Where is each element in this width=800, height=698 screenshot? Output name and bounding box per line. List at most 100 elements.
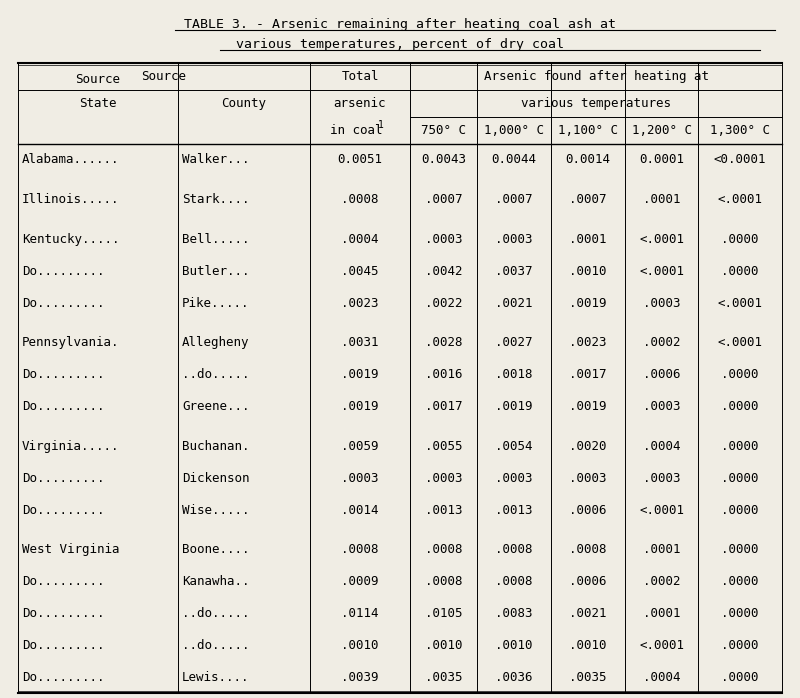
Text: .0017: .0017 (570, 369, 606, 381)
Text: Illinois.....: Illinois..... (22, 193, 119, 206)
Text: .0003: .0003 (642, 297, 680, 310)
Text: Boone....: Boone.... (182, 543, 250, 556)
Text: .0022: .0022 (425, 297, 462, 310)
Text: Do.........: Do......... (22, 503, 105, 517)
Text: <0.0001: <0.0001 (714, 154, 766, 166)
Text: .0105: .0105 (425, 607, 462, 620)
Text: .0045: .0045 (342, 265, 378, 278)
Text: .0003: .0003 (642, 400, 680, 413)
Text: .0000: .0000 (722, 440, 758, 453)
Text: .0007: .0007 (425, 193, 462, 206)
Text: Source: Source (75, 73, 121, 86)
Text: .0006: .0006 (642, 369, 680, 381)
Text: .0008: .0008 (342, 543, 378, 556)
Text: .0008: .0008 (495, 543, 533, 556)
Text: .0000: .0000 (722, 671, 758, 683)
Text: 1,000° C: 1,000° C (484, 124, 544, 137)
Text: .0013: .0013 (495, 503, 533, 517)
Text: .0000: .0000 (722, 472, 758, 484)
Text: Alabama......: Alabama...... (22, 154, 119, 166)
Text: .0019: .0019 (342, 369, 378, 381)
Text: .0003: .0003 (425, 233, 462, 246)
Text: .0001: .0001 (642, 543, 680, 556)
Text: .0013: .0013 (425, 503, 462, 517)
Text: Stark....: Stark.... (182, 193, 250, 206)
Text: .0003: .0003 (425, 472, 462, 484)
Text: .0023: .0023 (342, 297, 378, 310)
Text: in coal: in coal (330, 124, 382, 137)
Text: ..do.....: ..do..... (182, 607, 250, 620)
Text: .0000: .0000 (722, 543, 758, 556)
Text: various temperatures: various temperatures (521, 97, 671, 110)
Text: County: County (222, 97, 266, 110)
Text: Wise.....: Wise..... (182, 503, 250, 517)
Text: .0004: .0004 (642, 440, 680, 453)
Text: .0021: .0021 (495, 297, 533, 310)
Text: .0008: .0008 (495, 575, 533, 588)
Text: .0042: .0042 (425, 265, 462, 278)
Text: .0019: .0019 (342, 400, 378, 413)
Text: .0083: .0083 (495, 607, 533, 620)
Text: .0004: .0004 (342, 233, 378, 246)
Text: .0036: .0036 (495, 671, 533, 683)
Text: Virginia.....: Virginia..... (22, 440, 119, 453)
Text: .0000: .0000 (722, 575, 758, 588)
Text: .0003: .0003 (495, 472, 533, 484)
Text: Pennsylvania.: Pennsylvania. (22, 336, 119, 350)
Text: Dickenson: Dickenson (182, 472, 250, 484)
Text: .0008: .0008 (425, 543, 462, 556)
Text: State: State (79, 97, 117, 110)
Text: .0017: .0017 (425, 400, 462, 413)
Text: .0008: .0008 (425, 575, 462, 588)
Text: .0014: .0014 (342, 503, 378, 517)
Text: .0003: .0003 (342, 472, 378, 484)
Text: .0002: .0002 (642, 575, 680, 588)
Text: 0.0014: 0.0014 (566, 154, 610, 166)
Text: .0000: .0000 (722, 503, 758, 517)
Text: Butler...: Butler... (182, 265, 250, 278)
Text: .0021: .0021 (570, 607, 606, 620)
Text: Do.........: Do......... (22, 297, 105, 310)
Text: <.0001: <.0001 (718, 336, 762, 350)
Text: .0010: .0010 (425, 639, 462, 652)
Text: 1,100° C: 1,100° C (558, 124, 618, 137)
Text: .0000: .0000 (722, 400, 758, 413)
Text: .0007: .0007 (495, 193, 533, 206)
Text: .0023: .0023 (570, 336, 606, 350)
Text: .0010: .0010 (342, 639, 378, 652)
Text: Do.........: Do......... (22, 369, 105, 381)
Text: .0008: .0008 (342, 193, 378, 206)
Text: Lewis....: Lewis.... (182, 671, 250, 683)
Text: Kentucky.....: Kentucky..... (22, 233, 119, 246)
Text: .0008: .0008 (570, 543, 606, 556)
Text: Do.........: Do......... (22, 265, 105, 278)
Text: Greene...: Greene... (182, 400, 250, 413)
Text: .0031: .0031 (342, 336, 378, 350)
Text: .0004: .0004 (642, 671, 680, 683)
Text: .0010: .0010 (495, 639, 533, 652)
Text: Arsenic found after heating at: Arsenic found after heating at (483, 70, 709, 83)
Text: .0001: .0001 (570, 233, 606, 246)
Text: Do.........: Do......... (22, 607, 105, 620)
Text: Total: Total (342, 70, 378, 83)
Text: .0003: .0003 (570, 472, 606, 484)
Text: West Virginia: West Virginia (22, 543, 119, 556)
Text: 1,200° C: 1,200° C (631, 124, 691, 137)
Text: .0027: .0027 (495, 336, 533, 350)
Text: .0003: .0003 (642, 472, 680, 484)
Text: .0035: .0035 (425, 671, 462, 683)
Text: <.0001: <.0001 (639, 639, 684, 652)
Text: Do.........: Do......... (22, 575, 105, 588)
Text: .0114: .0114 (342, 607, 378, 620)
Text: 1,300° C: 1,300° C (710, 124, 770, 137)
Text: Kanawha..: Kanawha.. (182, 575, 250, 588)
Text: .0010: .0010 (570, 639, 606, 652)
Text: .0016: .0016 (425, 369, 462, 381)
Text: <.0001: <.0001 (639, 233, 684, 246)
Text: Do.........: Do......... (22, 639, 105, 652)
Text: .0006: .0006 (570, 503, 606, 517)
Text: <.0001: <.0001 (718, 193, 762, 206)
Text: .0010: .0010 (570, 265, 606, 278)
Text: Source: Source (142, 70, 186, 83)
Text: .0019: .0019 (570, 297, 606, 310)
